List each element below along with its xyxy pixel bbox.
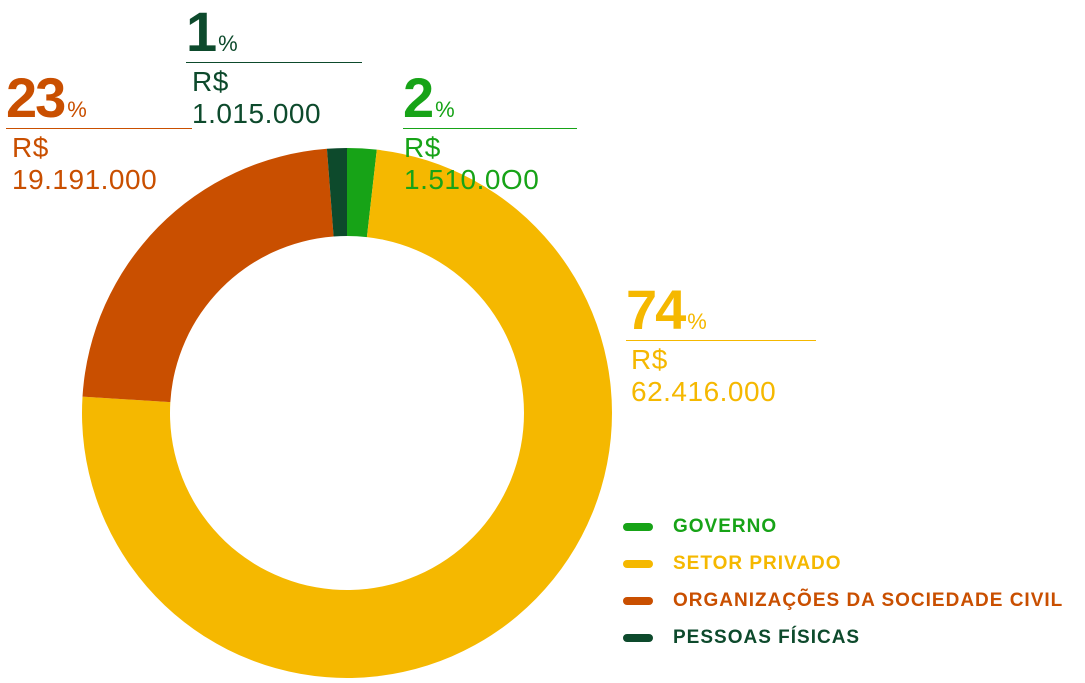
percent-value: 74: [626, 278, 686, 341]
percent-value: 23: [6, 66, 66, 129]
callout-amount: R$ 1.015.000: [192, 66, 322, 129]
callout-amount: R$ 62.416.000: [631, 344, 777, 407]
callout-amount: R$ 19.191.000: [12, 132, 158, 195]
callout-rule: [186, 62, 362, 63]
percent-value: 1: [186, 0, 217, 63]
legend-swatch: [623, 522, 653, 531]
callout-organizacoes: 23% R$ 19.191.000: [6, 70, 192, 196]
legend-item-governo: GOVERNO: [623, 508, 1063, 545]
callout-rule: [6, 128, 192, 129]
callout-pessoas-fisicas: 1% R$ 1.015.000: [186, 4, 362, 130]
callout-percent: 23%: [6, 70, 192, 126]
slice-pessoas-fisicas: [326, 148, 347, 237]
legend-swatch: [623, 633, 653, 642]
callout-governo: 2% R$ 1.510.0O0: [403, 70, 577, 196]
legend-swatch: [623, 596, 653, 605]
legend-label: SETOR PRIVADO: [673, 552, 842, 574]
legend-label: GOVERNO: [673, 515, 778, 537]
callout-percent: 1%: [186, 4, 362, 60]
callout-rule: [626, 340, 816, 341]
percent-symbol: %: [67, 97, 87, 122]
callout-percent: 74%: [626, 282, 816, 338]
legend-item-setor-privado: SETOR PRIVADO: [623, 545, 1063, 582]
legend-swatch: [623, 559, 653, 568]
percent-value: 2: [403, 66, 434, 129]
slice-governo: [347, 148, 377, 238]
callout-setor-privado: 74% R$ 62.416.000: [626, 282, 816, 408]
legend-item-organizacoes: ORGANIZAÇÕES DA SOCIEDADE CIVIL: [623, 582, 1063, 619]
percent-symbol: %: [687, 309, 707, 334]
callout-percent: 2%: [403, 70, 577, 126]
callout-rule: [403, 128, 577, 129]
chart-legend: GOVERNO SETOR PRIVADO ORGANIZAÇÕES DA SO…: [623, 508, 1063, 656]
slice-organizacoes: [82, 148, 334, 403]
callout-amount: R$ 1.510.0O0: [404, 132, 540, 195]
percent-symbol: %: [218, 31, 238, 56]
slice-setor-privado: [82, 149, 612, 679]
percent-symbol: %: [435, 97, 455, 122]
legend-label: PESSOAS FÍSICAS: [673, 626, 861, 648]
legend-label: ORGANIZAÇÕES DA SOCIEDADE CIVIL: [673, 589, 1064, 611]
legend-item-pessoas-fisicas: PESSOAS FÍSICAS: [623, 619, 1063, 656]
